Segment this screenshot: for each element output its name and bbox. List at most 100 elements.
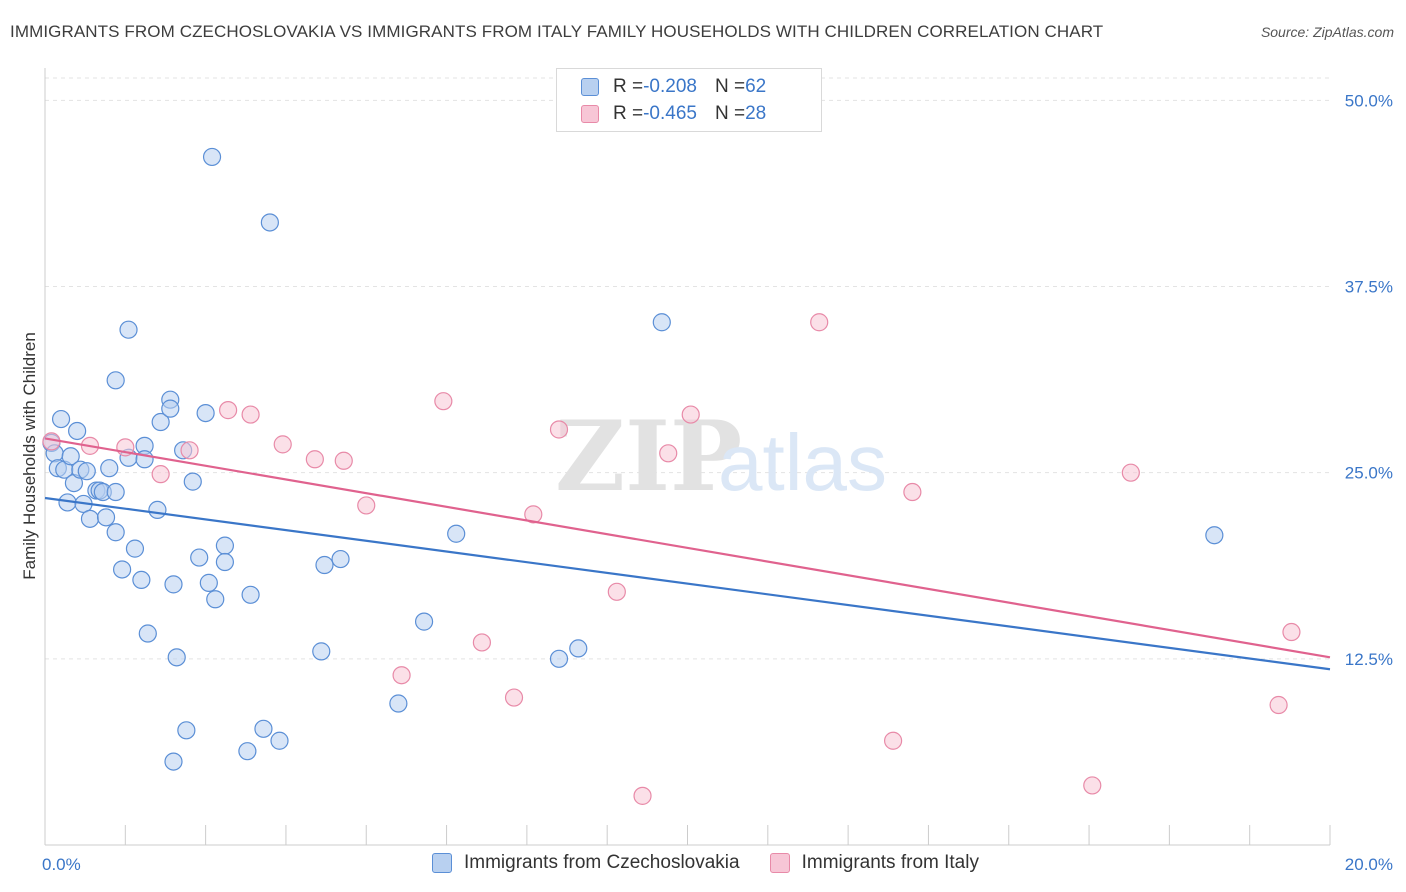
point-czechoslovakia xyxy=(164,752,183,771)
point-italy xyxy=(633,786,652,805)
point-czechoslovakia xyxy=(196,403,215,423)
correlation-legend: R = -0.208 N = 62 R = -0.465 N = 28 xyxy=(556,68,822,132)
point-italy xyxy=(241,405,260,424)
legend-item-italy[interactable]: Immigrants from Italy xyxy=(769,852,979,874)
point-czechoslovakia xyxy=(270,731,289,750)
point-czechoslovakia xyxy=(100,459,119,478)
point-czechoslovakia xyxy=(238,742,257,761)
legend-swatch-czechoslovakia xyxy=(581,78,599,96)
point-czechoslovakia xyxy=(215,552,234,572)
point-czechoslovakia xyxy=(549,649,569,668)
point-italy xyxy=(681,405,700,424)
r-value: -0.465 xyxy=(643,103,697,124)
point-italy xyxy=(883,731,903,750)
x-tick-label: 20.0% xyxy=(1345,855,1393,874)
point-czechoslovakia xyxy=(77,462,96,481)
n-label: N = xyxy=(714,76,746,97)
y-tick-label: 12.5% xyxy=(1345,650,1393,669)
trend-line-italy xyxy=(44,437,1331,659)
point-czechoslovakia xyxy=(51,409,71,429)
point-italy xyxy=(472,633,491,652)
point-italy xyxy=(659,444,678,463)
legend-row-italy: R = -0.465 N = 28 xyxy=(581,102,766,126)
point-czechoslovakia xyxy=(106,523,125,542)
point-italy xyxy=(1282,622,1301,642)
y-tick-label: 37.5% xyxy=(1345,278,1393,297)
point-czechoslovakia xyxy=(414,612,434,631)
point-czechoslovakia xyxy=(112,560,132,579)
point-czechoslovakia xyxy=(138,624,157,643)
point-czechoslovakia xyxy=(202,147,222,167)
watermark-zip: ZIP xyxy=(555,400,742,513)
point-czechoslovakia xyxy=(183,472,202,491)
point-italy xyxy=(392,666,411,685)
point-czechoslovakia xyxy=(241,585,260,604)
legend-swatch-czechoslovakia xyxy=(432,853,452,873)
legend-swatch-italy xyxy=(581,105,599,123)
point-italy xyxy=(305,450,324,469)
point-czechoslovakia xyxy=(177,721,196,740)
point-czechoslovakia xyxy=(254,719,273,738)
point-italy xyxy=(903,482,922,502)
point-czechoslovakia xyxy=(161,399,180,418)
legend-label-czechoslovakia: Immigrants from Czechoslovakia xyxy=(464,852,740,873)
point-czechoslovakia xyxy=(652,313,671,332)
point-italy xyxy=(549,420,569,439)
legend-label-italy: Immigrants from Italy xyxy=(801,852,979,873)
chart-title: IMMIGRANTS FROM CZECHOSLOVAKIA VS IMMIGR… xyxy=(10,22,1104,41)
point-italy xyxy=(1121,463,1140,482)
point-italy xyxy=(180,441,199,460)
point-czechoslovakia xyxy=(148,500,167,520)
point-czechoslovakia xyxy=(61,447,80,466)
point-czechoslovakia xyxy=(151,412,170,432)
point-italy xyxy=(1083,776,1102,795)
point-italy xyxy=(1269,695,1288,715)
point-czechoslovakia xyxy=(1205,526,1224,545)
point-italy xyxy=(434,392,453,411)
y-axis-title: Family Households with Children xyxy=(20,332,39,580)
point-czechoslovakia xyxy=(447,524,466,543)
point-czechoslovakia xyxy=(260,213,279,232)
y-tick-label: 50.0% xyxy=(1345,91,1393,110)
legend-item-czechoslovakia[interactable]: Immigrants from Czechoslovakia xyxy=(432,852,740,874)
point-italy xyxy=(334,451,353,470)
point-czechoslovakia xyxy=(206,590,225,609)
point-czechoslovakia xyxy=(164,575,183,594)
point-czechoslovakia xyxy=(106,371,125,390)
r-value: -0.208 xyxy=(643,76,697,97)
legend-swatch-italy xyxy=(769,853,790,873)
trend-line-czechoslovakia xyxy=(44,496,1331,671)
n-label: N = xyxy=(714,103,746,124)
point-italy xyxy=(810,313,829,332)
point-czechoslovakia xyxy=(569,639,588,658)
n-value: 28 xyxy=(745,103,767,124)
point-czechoslovakia xyxy=(68,421,87,441)
point-czechoslovakia xyxy=(167,648,186,667)
series-legend: Immigrants from Czechoslovakia Immigrant… xyxy=(432,852,1009,874)
point-czechoslovakia xyxy=(96,508,116,527)
point-czechoslovakia xyxy=(119,320,138,339)
point-czechoslovakia xyxy=(132,570,151,590)
point-italy xyxy=(607,582,626,601)
n-value: 62 xyxy=(745,76,767,97)
point-czechoslovakia xyxy=(215,536,234,555)
point-italy xyxy=(524,505,543,524)
point-czechoslovakia xyxy=(106,482,125,502)
x-tick-label: 0.0% xyxy=(42,855,81,874)
legend-row-czechoslovakia: R = -0.208 N = 62 xyxy=(581,75,766,99)
source-label: Source: ZipAtlas.com xyxy=(1260,24,1394,40)
point-italy xyxy=(151,465,170,484)
point-italy xyxy=(273,435,292,454)
point-italy xyxy=(219,401,238,420)
point-czechoslovakia xyxy=(125,539,145,558)
point-czechoslovakia xyxy=(389,694,408,713)
point-czechoslovakia xyxy=(315,555,334,575)
point-czechoslovakia xyxy=(190,548,209,567)
point-czechoslovakia xyxy=(199,573,218,592)
y-tick-label: 25.0% xyxy=(1345,464,1393,483)
point-italy xyxy=(357,496,376,515)
point-czechoslovakia xyxy=(80,509,100,528)
watermark-atlas: atlas xyxy=(718,418,887,507)
r-label: R = xyxy=(613,103,644,124)
